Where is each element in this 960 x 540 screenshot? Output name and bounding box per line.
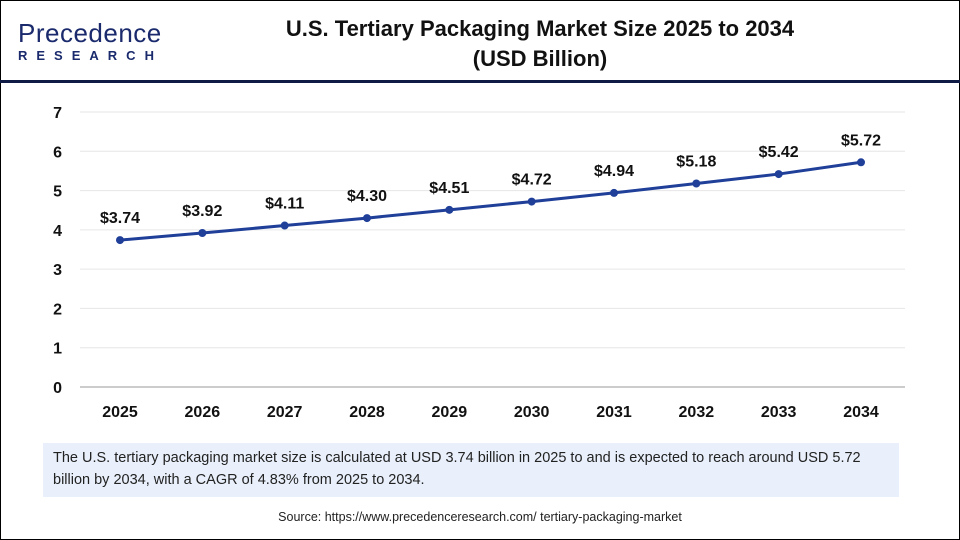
summary-note: The U.S. tertiary packaging market size … — [43, 443, 899, 497]
data-point — [363, 214, 371, 223]
y-tick-label: 3 — [53, 262, 62, 279]
title-line-1: U.S. Tertiary Packaging Market Size 2025… — [285, 16, 795, 41]
y-tick-label: 2 — [53, 301, 62, 318]
logo-subtext: RESEARCH — [18, 48, 163, 63]
x-tick-label: 2029 — [432, 404, 468, 421]
data-label: $4.51 — [429, 180, 469, 197]
data-point — [692, 179, 701, 188]
data-label: $4.72 — [512, 172, 552, 189]
header: Precedence RESEARCH U.S. Tertiary Packag… — [0, 0, 960, 83]
x-tick-label: 2027 — [267, 404, 303, 421]
data-point — [527, 197, 536, 206]
x-tick-label: 2025 — [102, 404, 138, 421]
series-line — [119, 160, 862, 242]
x-tick-label: 2028 — [349, 404, 385, 421]
data-point — [857, 158, 865, 167]
x-tick-label: 2034 — [843, 404, 879, 421]
data-point — [280, 221, 289, 230]
x-tick-label: 2033 — [761, 404, 797, 421]
x-tick-label: 2031 — [596, 404, 632, 421]
x-tick-label: 2026 — [185, 404, 221, 421]
data-label: $4.11 — [265, 196, 304, 213]
data-label: $5.18 — [676, 154, 716, 171]
y-tick-label: 5 — [53, 184, 62, 201]
data-point — [116, 236, 124, 245]
data-label: $4.94 — [594, 163, 634, 180]
data-label: $4.30 — [347, 188, 387, 205]
logo-text: Precedence — [18, 18, 162, 48]
data-point — [774, 170, 783, 179]
y-tick-label: 6 — [53, 144, 62, 161]
logo: Precedence RESEARCH — [18, 20, 163, 63]
y-tick-label: 7 — [53, 105, 62, 122]
y-tick-label: 0 — [53, 380, 62, 397]
data-label: $5.72 — [841, 132, 881, 149]
x-tick-label: 2032 — [679, 404, 715, 421]
data-point — [198, 229, 207, 237]
data-label: $3.92 — [182, 203, 222, 220]
y-tick-label: 1 — [53, 341, 62, 358]
title-line-2: (USD Billion) — [472, 46, 608, 71]
source-text: Source: https://www.precedenceresearch.c… — [278, 510, 682, 524]
data-point — [445, 205, 454, 214]
data-label: $5.42 — [759, 144, 799, 161]
y-tick-label: 4 — [53, 223, 62, 240]
data-point — [610, 188, 618, 197]
x-tick-label: 2030 — [514, 404, 550, 421]
data-label: $3.74 — [100, 210, 140, 227]
chart-title: U.S. Tertiary Packaging Market Size 2025… — [230, 14, 850, 74]
